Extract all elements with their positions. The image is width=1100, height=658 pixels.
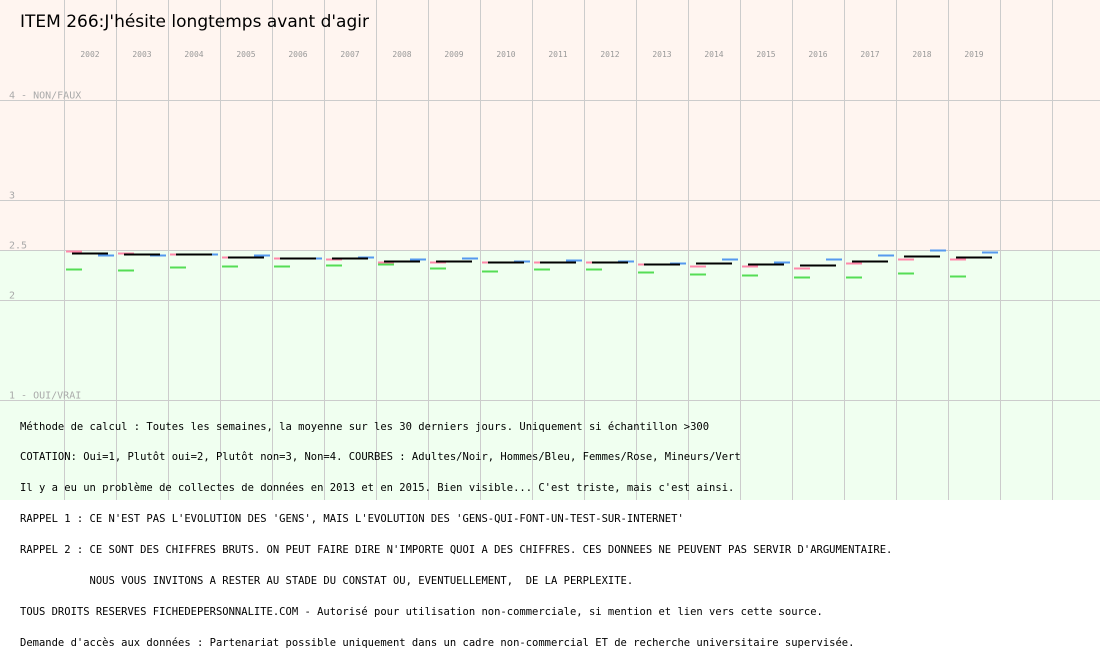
x-tick-label: 2015 — [756, 50, 775, 59]
note-rappel-2-continued: NOUS VOUS INVITONS A RESTER AU STADE DU … — [20, 575, 634, 588]
x-tick-label: 2019 — [964, 50, 983, 59]
note-method: Méthode de calcul : Toutes les semaines,… — [20, 420, 710, 433]
note-rappel-1: RAPPEL 1 : CE N'EST PAS L'EVOLUTION DES … — [20, 513, 684, 526]
x-tick-label: 2011 — [548, 50, 567, 59]
x-tick-label: 2018 — [912, 50, 931, 59]
x-tick-label: 2005 — [236, 50, 255, 59]
x-tick-label: 2002 — [80, 50, 99, 59]
y-tick-label: 1 - OUI/VRAI — [9, 391, 81, 402]
note-cotation: COTATION: Oui=1, Plutôt oui=2, Plutôt no… — [20, 451, 741, 464]
x-tick-label: 2014 — [704, 50, 723, 59]
x-tick-label: 2017 — [860, 50, 879, 59]
y-tick-label: 4 - NON/FAUX — [9, 91, 81, 102]
chart-area: 4 - NON/FAUX 3 2.5 2 1 - OUI/VRAI 2002 2003 200… — [0, 0, 1100, 500]
chart-title: ITEM 266:J'hésite longtemps avant d'agir — [20, 12, 369, 32]
chart-notes: Méthode de calcul : Toutes les semaines,… — [20, 401, 892, 658]
x-tick-label: 2012 — [600, 50, 619, 59]
x-tick-label: 2006 — [288, 50, 307, 59]
note-data-access: Demande d'accès aux données : Partenaria… — [20, 636, 855, 649]
x-tick-label: 2010 — [496, 50, 515, 59]
x-tick-label: 2003 — [132, 50, 151, 59]
note-copyright: TOUS DROITS RESERVES FICHEDEPERSONNALITE… — [20, 605, 823, 618]
x-tick-label: 2013 — [652, 50, 671, 59]
y-tick-label: 2 — [9, 291, 15, 302]
y-tick-label: 2.5 — [9, 241, 27, 252]
band-lower — [0, 250, 1100, 500]
note-rappel-2: RAPPEL 2 : CE SONT DES CHIFFRES BRUTS. O… — [20, 544, 893, 557]
note-data-problem: Il y a eu un problème de collectes de do… — [20, 482, 735, 495]
x-tick-label: 2004 — [184, 50, 203, 59]
x-tick-label: 2007 — [340, 50, 359, 59]
band-upper — [0, 0, 1100, 250]
x-tick-label: 2016 — [808, 50, 827, 59]
x-tick-label: 2008 — [392, 50, 411, 59]
y-tick-label: 3 — [9, 191, 15, 202]
x-tick-label: 2009 — [444, 50, 463, 59]
